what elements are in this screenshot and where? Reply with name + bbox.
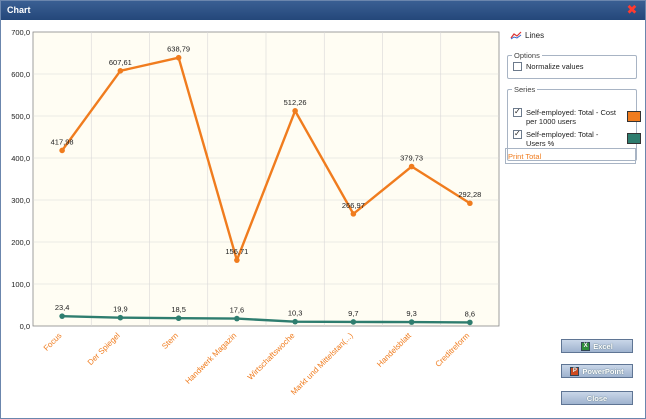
data-label: 18,5 — [171, 305, 186, 314]
options-group: Options Normalize values — [507, 51, 637, 79]
normalize-checkbox[interactable] — [513, 62, 522, 71]
close-button-label: Close — [586, 393, 608, 403]
y-tick-label: 500,0 — [11, 112, 30, 121]
series-1-point — [350, 211, 357, 217]
y-tick-label: 300,0 — [11, 196, 30, 205]
options-legend: Options — [514, 51, 540, 60]
series-2-label: Self-employed: Total - Users % — [526, 130, 599, 148]
data-label: 156,71 — [225, 247, 248, 256]
chart-type-label: Lines — [525, 30, 545, 40]
series-2-color-swatch[interactable] — [627, 133, 641, 144]
data-label: 8,6 — [465, 309, 475, 318]
series-1-point — [292, 108, 298, 114]
y-tick-label: 100,0 — [11, 280, 30, 289]
y-tick-label: 700,0 — [11, 28, 30, 37]
x-tick-label: Handwerk Magazin — [183, 331, 238, 386]
series-2-line — [62, 314, 470, 324]
side-panel: Lines Options Normalize values Series Se… — [504, 21, 644, 419]
x-tick-label: Focus — [42, 331, 64, 353]
powerpoint-button-label: PowerPoint — [582, 366, 624, 376]
series-1-color-swatch[interactable] — [627, 111, 641, 122]
x-tick-label: Creditreform — [433, 331, 471, 369]
series-2-point — [292, 318, 298, 325]
data-label: 17,6 — [230, 306, 245, 315]
data-label: 379,73 — [400, 154, 423, 163]
series-2-point — [59, 313, 65, 319]
series-1-point — [59, 147, 65, 154]
series-1-checkbox[interactable] — [513, 107, 522, 117]
series-1-point — [467, 200, 473, 207]
y-tick-label: 200,0 — [11, 238, 30, 247]
close-button[interactable]: Close — [561, 391, 633, 405]
data-label: 512,26 — [284, 98, 307, 107]
chart-type-selector[interactable]: Lines — [510, 29, 544, 41]
line-chart-icon — [510, 31, 522, 40]
print-total-link[interactable]: Print Total — [505, 148, 636, 164]
data-label: 23,4 — [55, 303, 70, 312]
data-label: 9,7 — [348, 309, 358, 318]
data-label: 638,79 — [167, 45, 190, 54]
data-label: 266,97 — [342, 201, 365, 210]
y-tick-label: 600,0 — [11, 70, 30, 79]
series-1-point — [175, 54, 182, 61]
series-1-label: Self-employed: Total - Cost per 1000 use… — [526, 108, 616, 126]
series-1-point — [117, 68, 124, 74]
series-2-point — [350, 319, 357, 325]
series-2-checkbox[interactable] — [513, 129, 522, 139]
series-item: Self-employed: Total - Cost per 1000 use… — [513, 107, 641, 126]
series-2-point — [408, 319, 415, 325]
data-label: 292,28 — [458, 190, 481, 199]
series-legend: Series — [514, 85, 536, 94]
series-2-point — [117, 314, 124, 321]
series-2-point — [175, 315, 182, 322]
line-chart: 0,0 100,0 200,0 300,0 400,0 500,0 600,0 700,0 Fo… — [11, 28, 500, 397]
y-tick-label: 0,0 — [20, 322, 30, 331]
normalize-label: Normalize values — [526, 62, 584, 71]
excel-button[interactable]: X Excel — [561, 339, 633, 353]
x-tick-label: Stern — [160, 331, 180, 351]
y-tick-label: 400,0 — [11, 154, 30, 163]
title-bar: Chart ✖ — [1, 1, 645, 20]
data-label: 10,3 — [288, 309, 303, 318]
series-1-point — [408, 163, 415, 170]
data-label: 607,61 — [109, 58, 132, 67]
series-2-point — [234, 315, 240, 322]
series-group: Series Self-employed: Total - Cost per 1… — [507, 85, 641, 161]
excel-button-label: Excel — [593, 341, 613, 351]
data-label: 417,98 — [51, 137, 74, 146]
series-1-point — [234, 257, 240, 263]
x-tick-label: Handelsblatt — [375, 331, 413, 369]
excel-icon: X — [581, 341, 591, 351]
series-1-line — [61, 56, 471, 262]
close-icon[interactable]: ✖ — [626, 2, 638, 17]
x-tick-label: Markt und Mittelstan(...) — [289, 331, 355, 397]
data-label: 19,9 — [113, 305, 128, 314]
window-title: Chart — [7, 5, 31, 15]
powerpoint-icon: P — [570, 366, 580, 376]
data-label: 9,3 — [406, 309, 416, 318]
x-tick-label: Wirtschaftswoche — [246, 331, 297, 382]
series-2-point — [467, 319, 473, 326]
powerpoint-button[interactable]: P PowerPoint — [561, 364, 633, 378]
x-tick-label: Der Spiegel — [86, 331, 122, 367]
series-item: Self-employed: Total - Users % — [513, 129, 641, 148]
